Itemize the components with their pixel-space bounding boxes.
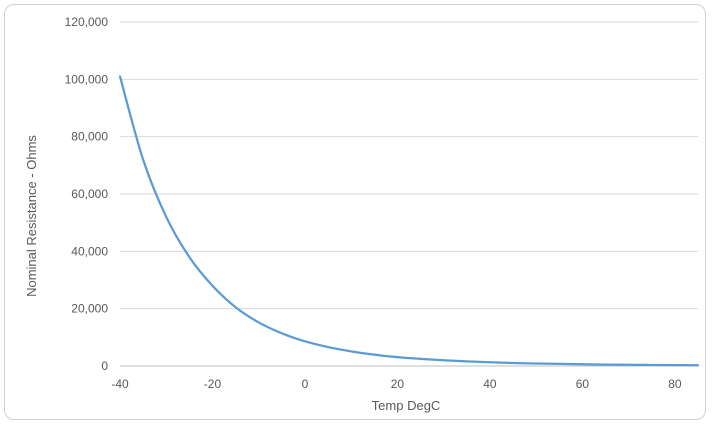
x-axis-title: Temp DegC (372, 398, 441, 413)
x-tick-label: 40 (483, 377, 497, 391)
x-tick-label: 80 (668, 377, 682, 391)
y-tick-label: 120,000 (65, 15, 109, 29)
chart-frame (4, 4, 706, 420)
y-tick-label: 80,000 (71, 130, 108, 144)
y-tick-label: 40,000 (71, 244, 108, 258)
x-tick-label: -40 (111, 377, 129, 391)
x-tick-label: -20 (204, 377, 222, 391)
series-line (118, 75, 700, 367)
y-tick-label: 0 (101, 359, 108, 373)
y-tick-labels: 0 20,000 40,000 60,000 80,000 100,000 120,000 (65, 15, 109, 373)
series-layer (118, 75, 700, 367)
gridlines (120, 21, 698, 367)
x-tick-label: 0 (302, 377, 309, 391)
x-tick-labels: -40 -20 0 20 40 60 80 (111, 377, 682, 391)
y-tick-label: 20,000 (71, 302, 108, 316)
y-tick-label: 100,000 (65, 72, 109, 86)
x-tick-label: 60 (576, 377, 590, 391)
y-tick-label: 60,000 (71, 187, 108, 201)
y-axis-title: Nominal Resistance - Ohms (24, 135, 39, 297)
x-tick-label: 20 (391, 377, 405, 391)
